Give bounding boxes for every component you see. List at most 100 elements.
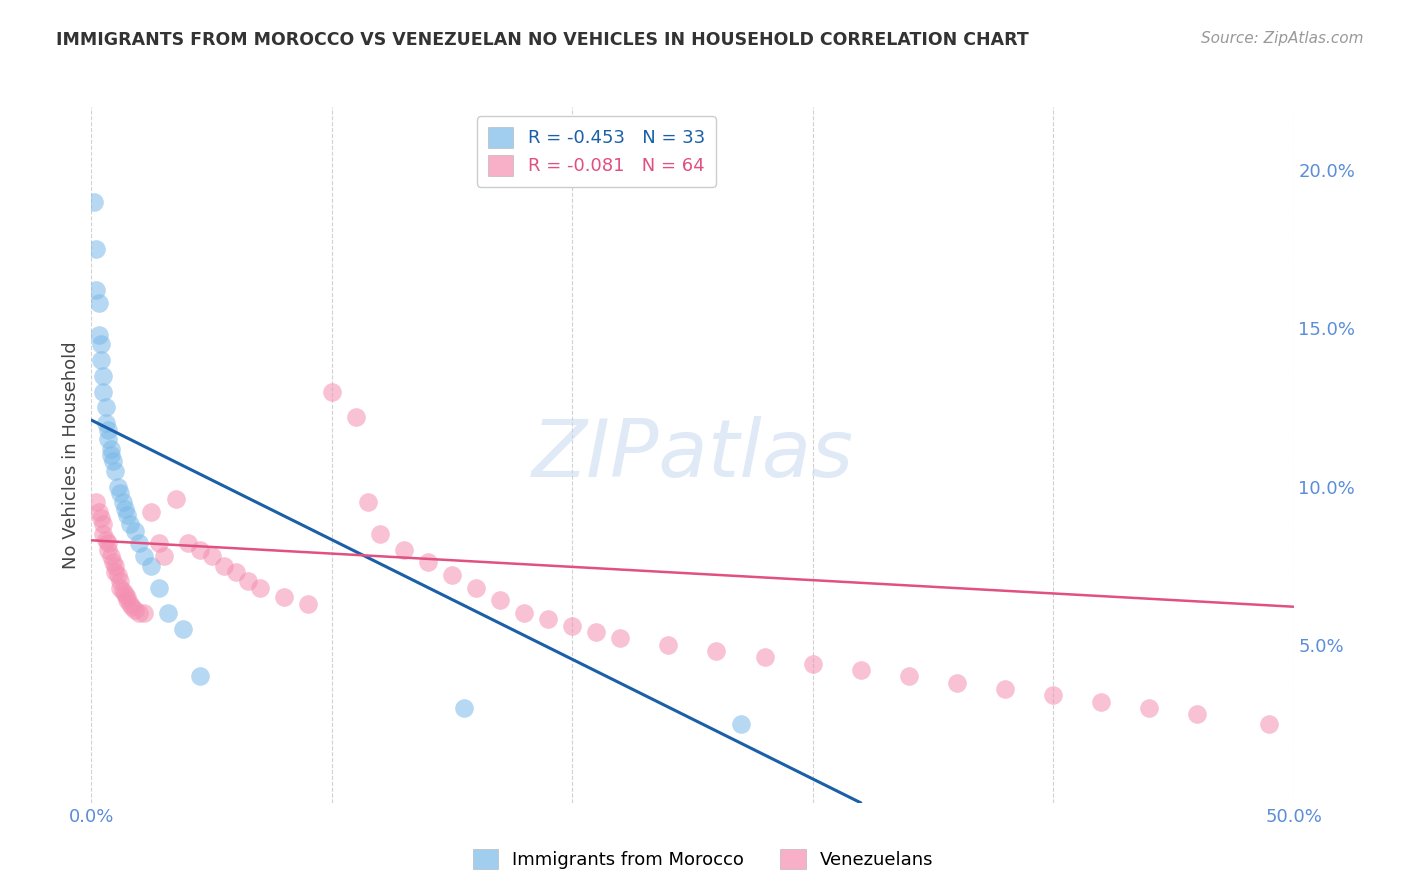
Point	[117, 591, 139, 605]
Legend: Immigrants from Morocco, Venezuelans: Immigrants from Morocco, Venezuelans	[464, 839, 942, 879]
Point	[609, 632, 631, 646]
Point	[236, 574, 259, 589]
Point	[321, 384, 343, 399]
Point	[114, 501, 136, 516]
Point	[201, 549, 224, 563]
Point	[212, 558, 235, 573]
Point	[110, 574, 132, 589]
Point	[94, 401, 117, 415]
Y-axis label: No Vehicles in Household: No Vehicles in Household	[62, 341, 80, 569]
Point	[392, 542, 415, 557]
Point	[101, 556, 124, 570]
Point	[93, 368, 115, 383]
Point	[188, 542, 211, 557]
Point	[84, 284, 107, 298]
Point	[93, 384, 115, 399]
Point	[141, 558, 163, 573]
Point	[84, 243, 107, 257]
Point	[297, 597, 319, 611]
Point	[107, 568, 129, 582]
Point	[172, 622, 194, 636]
Point	[134, 549, 156, 563]
Point	[249, 581, 271, 595]
Point	[1258, 716, 1281, 731]
Point	[124, 603, 146, 617]
Point	[94, 417, 117, 431]
Point	[90, 337, 112, 351]
Point	[440, 568, 463, 582]
Point	[114, 587, 136, 601]
Point	[585, 625, 607, 640]
Point	[489, 593, 512, 607]
Point	[117, 593, 139, 607]
Point	[801, 657, 824, 671]
Point	[100, 442, 122, 456]
Point	[110, 581, 132, 595]
Point	[994, 681, 1017, 696]
Point	[561, 618, 583, 632]
Point	[188, 669, 211, 683]
Point	[118, 517, 141, 532]
Point	[176, 536, 198, 550]
Point	[87, 296, 110, 310]
Point	[754, 650, 776, 665]
Text: IMMIGRANTS FROM MOROCCO VS VENEZUELAN NO VEHICLES IN HOUSEHOLD CORRELATION CHART: IMMIGRANTS FROM MOROCCO VS VENEZUELAN NO…	[56, 31, 1029, 49]
Point	[97, 432, 120, 446]
Point	[1042, 688, 1064, 702]
Point	[537, 612, 560, 626]
Point	[83, 194, 105, 209]
Point	[453, 701, 475, 715]
Point	[104, 565, 127, 579]
Point	[97, 423, 120, 437]
Point	[117, 508, 139, 522]
Point	[94, 533, 117, 548]
Point	[100, 549, 122, 563]
Point	[121, 599, 143, 614]
Point	[357, 495, 380, 509]
Point	[134, 606, 156, 620]
Point	[148, 536, 170, 550]
Point	[416, 556, 439, 570]
Point	[124, 524, 146, 538]
Point	[97, 542, 120, 557]
Point	[90, 353, 112, 368]
Point	[897, 669, 920, 683]
Point	[93, 517, 115, 532]
Point	[706, 644, 728, 658]
Text: Source: ZipAtlas.com: Source: ZipAtlas.com	[1201, 31, 1364, 46]
Point	[157, 606, 180, 620]
Point	[128, 536, 150, 550]
Point	[273, 591, 295, 605]
Point	[165, 492, 187, 507]
Legend: R = -0.453   N = 33, R = -0.081   N = 64: R = -0.453 N = 33, R = -0.081 N = 64	[477, 116, 716, 186]
Point	[152, 549, 174, 563]
Point	[97, 536, 120, 550]
Point	[104, 464, 127, 478]
Point	[1187, 707, 1209, 722]
Point	[1090, 695, 1112, 709]
Point	[513, 606, 536, 620]
Point	[84, 495, 107, 509]
Point	[111, 583, 134, 598]
Point	[100, 448, 122, 462]
Point	[946, 675, 969, 690]
Point	[93, 527, 115, 541]
Point	[111, 495, 134, 509]
Text: ZIPatlas: ZIPatlas	[531, 416, 853, 494]
Point	[465, 581, 488, 595]
Point	[118, 597, 141, 611]
Point	[368, 527, 391, 541]
Point	[730, 716, 752, 731]
Point	[225, 565, 247, 579]
Point	[141, 505, 163, 519]
Point	[87, 505, 110, 519]
Point	[344, 409, 367, 424]
Point	[110, 486, 132, 500]
Point	[128, 606, 150, 620]
Point	[657, 638, 679, 652]
Point	[104, 558, 127, 573]
Point	[148, 581, 170, 595]
Point	[107, 479, 129, 493]
Point	[849, 663, 872, 677]
Point	[1137, 701, 1160, 715]
